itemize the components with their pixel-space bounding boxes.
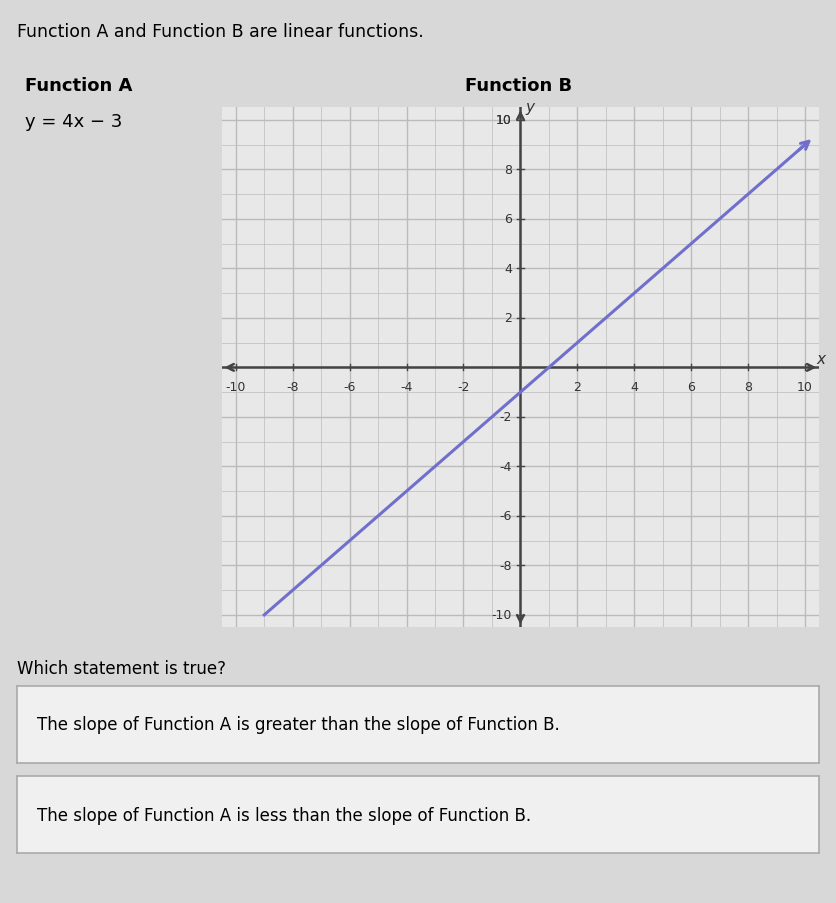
Text: -4: -4 [400, 380, 413, 394]
Text: -6: -6 [499, 510, 512, 523]
Text: -8: -8 [499, 559, 512, 573]
Text: -6: -6 [344, 380, 356, 394]
Text: 8: 8 [504, 163, 512, 177]
Text: -2: -2 [457, 380, 470, 394]
Text: Function A and Function B are linear functions.: Function A and Function B are linear fun… [17, 23, 424, 41]
Text: The slope of Function A is less than the slope of Function B.: The slope of Function A is less than the… [37, 806, 531, 824]
Text: -2: -2 [499, 411, 512, 424]
Text: 10: 10 [797, 380, 813, 394]
Text: -10: -10 [226, 380, 246, 394]
Text: The slope of Function A is greater than the slope of Function B.: The slope of Function A is greater than … [37, 716, 559, 733]
Text: -4: -4 [499, 461, 512, 473]
Text: 2: 2 [573, 380, 581, 394]
Text: 2: 2 [504, 312, 512, 325]
Text: 10: 10 [496, 115, 512, 127]
Text: Function A: Function A [25, 77, 132, 95]
Text: 8: 8 [744, 380, 752, 394]
Text: x: x [816, 352, 825, 367]
Text: y = 4x − 3: y = 4x − 3 [25, 113, 122, 131]
Text: 4: 4 [630, 380, 638, 394]
Text: Which statement is true?: Which statement is true? [17, 659, 226, 677]
Text: 4: 4 [504, 263, 512, 275]
Text: 10: 10 [496, 115, 512, 127]
Text: y: y [526, 99, 535, 115]
Text: Function B: Function B [465, 77, 572, 95]
Text: 6: 6 [687, 380, 695, 394]
Text: -8: -8 [287, 380, 299, 394]
Text: -10: -10 [492, 609, 512, 621]
Text: 6: 6 [504, 213, 512, 226]
